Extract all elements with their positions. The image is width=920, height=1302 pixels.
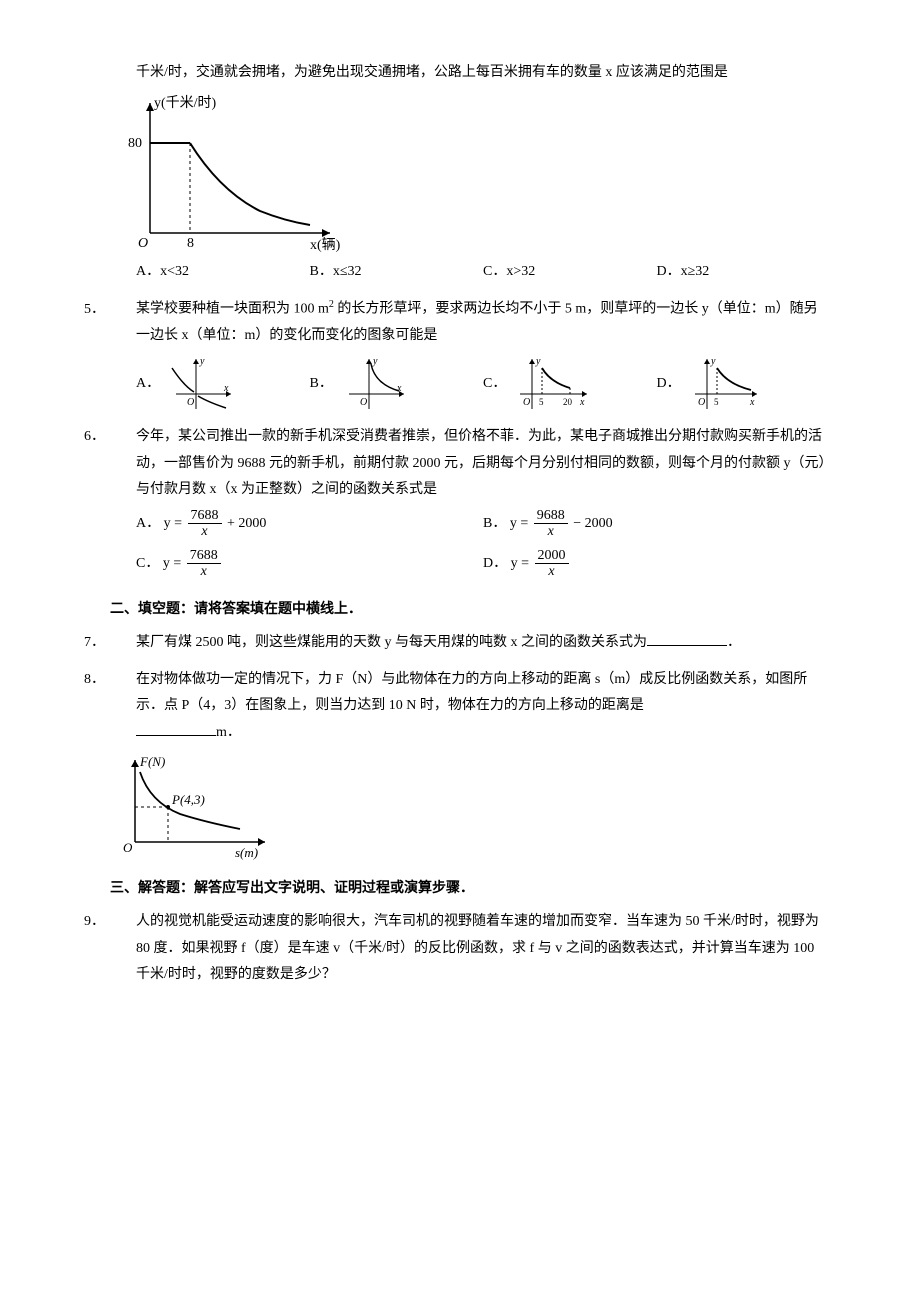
q6-num: 6． xyxy=(110,424,136,451)
q6-choices: A． y = 7688x + 2000 B． y = 9688x − 2000 … xyxy=(110,504,830,584)
q9-text: 9．人的视觉机能受运动速度的影响很大，汽车司机的视野随着车速的增加而变窄．当车速… xyxy=(110,909,830,989)
q4-choice-b: B．x≤32 xyxy=(310,259,484,286)
q6-text: 6．今年，某公司推出一款的新手机深受消费者推崇，但价格不菲．为此，某电子商城推出… xyxy=(110,424,830,504)
svg-text:O: O xyxy=(698,397,705,408)
svg-text:O: O xyxy=(187,397,194,408)
q4-chart: 80 8 O y(千米/时) x(辆) xyxy=(110,93,830,253)
q5-graph-a: O x y xyxy=(166,354,236,414)
section-2-heading: 二、填空题：请将答案填在题中横线上． xyxy=(110,597,830,624)
q9-num: 9． xyxy=(110,909,136,936)
question-6: 6．今年，某公司推出一款的新手机深受消费者推崇，但价格不菲．为此，某电子商城推出… xyxy=(110,424,830,583)
q8-chart: P(4,3) F(N) s(m) O xyxy=(110,752,830,862)
svg-text:y: y xyxy=(372,356,378,367)
question-9: 9．人的视觉机能受运动速度的影响很大，汽车司机的视野随着车速的增加而变窄．当车速… xyxy=(110,909,830,989)
svg-text:20: 20 xyxy=(563,397,573,407)
question-7: 7．某厂有煤 2500 吨，则这些煤能用的天数 y 与每天用煤的吨数 x 之间的… xyxy=(110,630,830,657)
svg-text:x: x xyxy=(223,383,229,394)
q5-graph-c: O 5 20 x y xyxy=(512,354,592,414)
q5-text: 5．某学校要种植一块面积为 100 m2 的长方形草坪，要求两边长均不小于 5 … xyxy=(110,295,830,350)
svg-text:x: x xyxy=(396,383,402,394)
q4-ytick: 80 xyxy=(128,136,142,151)
q6-choice-b: B． y = 9688x − 2000 xyxy=(483,508,830,540)
q4-choice-d: D．x≥32 xyxy=(657,259,831,286)
q6-choice-d: D． y = 2000x xyxy=(483,548,830,580)
q4-xtick: 8 xyxy=(187,236,194,251)
q6-choice-c: C． y = 7688x xyxy=(136,548,483,580)
q5-choice-c: C． O 5 20 x y xyxy=(483,354,657,414)
svg-text:O: O xyxy=(523,397,530,408)
q5-num: 5． xyxy=(110,297,136,324)
q4-chart-svg: 80 8 O y(千米/时) x(辆) xyxy=(110,93,350,253)
question-8: 8．在对物体做功一定的情况下，力 F（N）与此物体在力的方向上移动的距离 s（m… xyxy=(110,667,830,863)
q7-blank xyxy=(647,631,727,646)
question-4-continuation: 千米/时，交通就会拥堵，为避免出现交通拥堵，公路上每百米拥有车的数量 x 应该满… xyxy=(110,60,830,285)
q4-choices: A．x<32 B．x≤32 C．x>32 D．x≥32 xyxy=(110,259,830,286)
q5-choice-d: D． O 5 x y xyxy=(657,354,831,414)
q4-xlabel: x(辆) xyxy=(310,237,341,253)
q8-ylabel: F(N) xyxy=(139,754,165,769)
q5-choice-a: A． O x y xyxy=(136,354,310,414)
q4-text: 千米/时，交通就会拥堵，为避免出现交通拥堵，公路上每百米拥有车的数量 x 应该满… xyxy=(110,60,830,87)
q8-point: P(4,3) xyxy=(171,792,205,807)
svg-text:x: x xyxy=(749,397,755,408)
q8-blank xyxy=(136,721,216,736)
q8-xlabel: s(m) xyxy=(235,845,258,860)
svg-text:O: O xyxy=(360,397,367,408)
q6-choice-a: A． y = 7688x + 2000 xyxy=(136,508,483,540)
q8-origin: O xyxy=(123,840,133,855)
svg-text:5: 5 xyxy=(714,397,719,407)
q8-chart-svg: P(4,3) F(N) s(m) O xyxy=(110,752,280,862)
q4-choice-c: C．x>32 xyxy=(483,259,657,286)
q5-choice-b: B． O x y xyxy=(310,354,484,414)
q4-origin: O xyxy=(138,236,148,251)
svg-text:5: 5 xyxy=(539,397,544,407)
q7-text: 7．某厂有煤 2500 吨，则这些煤能用的天数 y 与每天用煤的吨数 x 之间的… xyxy=(110,630,830,657)
svg-text:y: y xyxy=(710,356,716,367)
q8-num: 8． xyxy=(110,667,136,694)
svg-text:y: y xyxy=(535,356,541,367)
section-3-heading: 三、解答题：解答应写出文字说明、证明过程或演算步骤． xyxy=(110,876,830,903)
q5-choices: A． O x y B． xyxy=(110,354,830,414)
q5-graph-d: O 5 x y xyxy=(687,354,762,414)
q4-ylabel: y(千米/时) xyxy=(154,95,217,111)
svg-text:x: x xyxy=(579,397,585,408)
question-5: 5．某学校要种植一块面积为 100 m2 的长方形草坪，要求两边长均不小于 5 … xyxy=(110,295,830,414)
q5-graph-b: O x y xyxy=(339,354,409,414)
q4-choice-a: A．x<32 xyxy=(136,259,310,286)
q8-text: 8．在对物体做功一定的情况下，力 F（N）与此物体在力的方向上移动的距离 s（m… xyxy=(110,667,830,720)
svg-text:y: y xyxy=(199,356,205,367)
q7-num: 7． xyxy=(110,630,136,657)
